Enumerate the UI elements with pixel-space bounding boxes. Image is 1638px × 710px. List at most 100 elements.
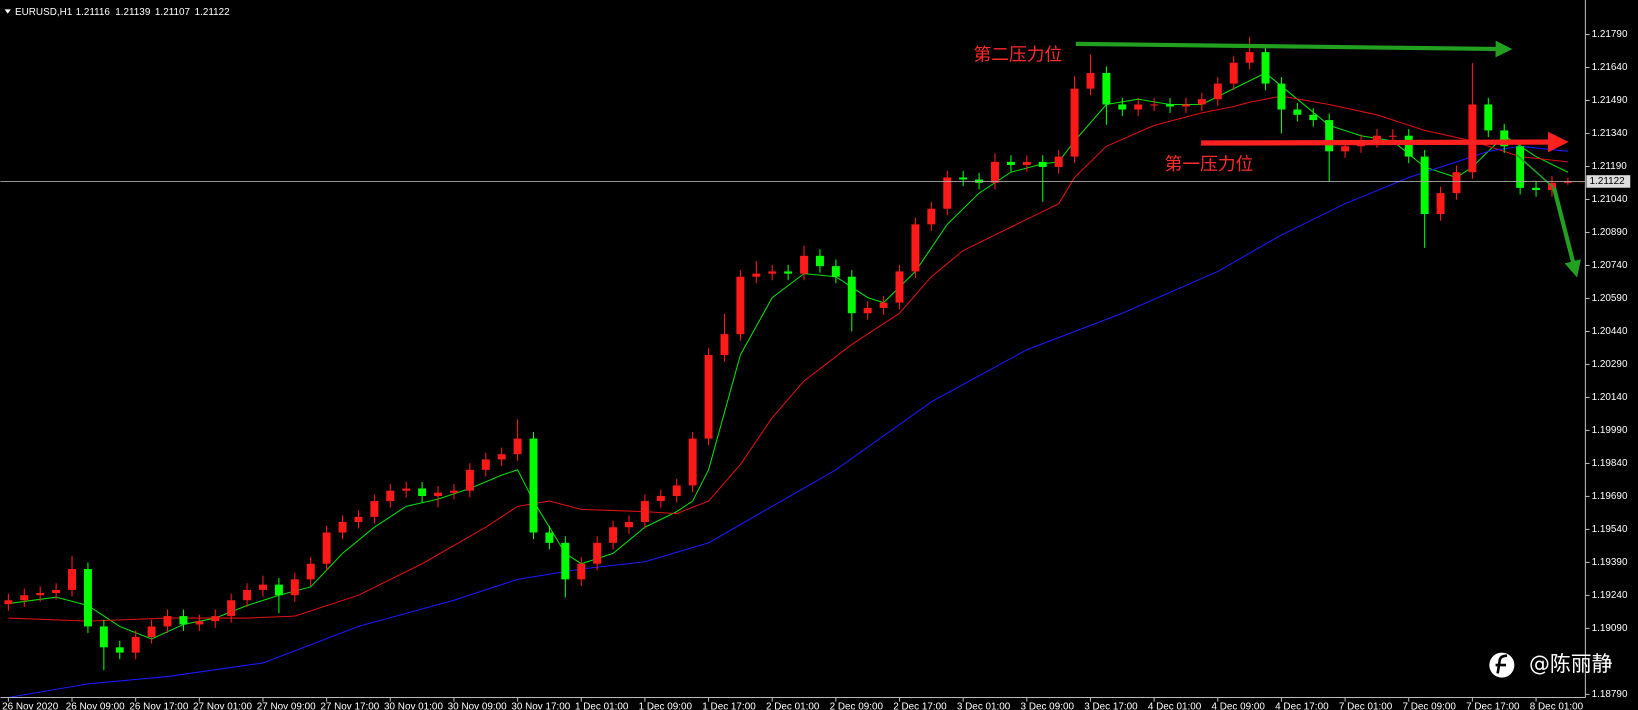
candle-body — [434, 492, 443, 496]
x-tick-label: 26 Nov 09:00 — [66, 701, 125, 710]
arrow — [1515, 153, 1555, 189]
candle-body — [1500, 130, 1509, 147]
y-tick-label: 1.19840 — [1592, 458, 1628, 469]
candle-body — [959, 177, 968, 180]
candle-body — [449, 490, 458, 493]
x-tick-label: 30 Nov 09:00 — [448, 701, 507, 710]
candle-body — [927, 208, 936, 225]
candle-body — [1420, 156, 1429, 215]
arrow — [1552, 187, 1581, 278]
candle-body — [800, 255, 809, 274]
candle-body — [1452, 172, 1461, 194]
candle-body — [784, 271, 793, 274]
x-tick-label: 7 Dec 17:00 — [1466, 701, 1520, 710]
y-tick-label: 1.21190 — [1592, 161, 1628, 172]
candle-body — [1134, 104, 1143, 110]
candle-body — [1197, 99, 1206, 105]
candle-body — [402, 488, 411, 491]
x-tick-label: 27 Nov 01:00 — [193, 701, 252, 710]
x-tick-label: 2 Dec 09:00 — [830, 701, 884, 710]
candle-body — [259, 584, 267, 590]
candle-body — [1516, 146, 1525, 188]
candle-body — [1404, 135, 1413, 157]
candle-body — [465, 469, 474, 491]
candle-body — [1468, 104, 1477, 173]
y-tick-label: 1.20740 — [1592, 260, 1628, 271]
x-tick-label: 27 Nov 09:00 — [257, 701, 316, 710]
x-tick-label: 8 Dec 01:00 — [1530, 701, 1584, 710]
y-tick-label: 1.18790 — [1592, 689, 1628, 700]
candle-body — [354, 516, 363, 522]
candle-body — [179, 616, 188, 625]
candle-body — [147, 626, 156, 637]
candle-body — [370, 501, 379, 517]
x-tick-label: 1 Dec 01:00 — [575, 701, 629, 710]
candle-body — [1054, 156, 1063, 167]
x-tick-label: 4 Dec 01:00 — [1148, 701, 1202, 710]
candle-body — [704, 355, 713, 439]
arrow — [1201, 131, 1569, 153]
candle-body — [656, 495, 665, 502]
x-tick-label: 4 Dec 17:00 — [1275, 701, 1329, 710]
watermark: @陈丽静 — [1529, 652, 1613, 676]
candle-body — [99, 626, 108, 648]
candle-body — [752, 273, 761, 277]
candle-body — [338, 521, 347, 533]
candle-body — [1229, 62, 1238, 84]
candle-body — [529, 438, 538, 533]
annotation: 第一压力位 — [1165, 154, 1254, 175]
y-tick-label: 1.21040 — [1592, 194, 1628, 205]
y-tick-label: 1.19540 — [1592, 524, 1628, 535]
candle-body — [68, 569, 77, 590]
y-tick-label: 1.19240 — [1592, 590, 1628, 601]
candle-body — [1484, 104, 1493, 131]
candle-body — [1118, 104, 1127, 110]
candle-body — [163, 616, 172, 627]
candle-body — [863, 307, 872, 314]
candle-body — [20, 595, 29, 601]
header-value: 1.21107 — [155, 7, 191, 18]
candle-body — [1309, 114, 1318, 121]
candle-body — [688, 438, 697, 486]
candle-body — [1022, 161, 1031, 165]
x-tick-label: 26 Nov 2020 — [2, 701, 59, 710]
candle-body — [1436, 193, 1445, 215]
candle-body — [306, 563, 315, 580]
candle-body — [879, 302, 888, 308]
y-tick-label: 1.19990 — [1592, 425, 1628, 436]
candle-body — [1388, 135, 1397, 137]
watermark-logo — [1495, 654, 1508, 674]
moving-average — [8, 145, 1568, 698]
candle-body — [115, 647, 124, 653]
candle-body — [609, 527, 618, 543]
current-price-label: 1.21122 — [1590, 176, 1626, 187]
x-tick-label: 26 Nov 17:00 — [129, 701, 188, 710]
candle-body — [481, 459, 490, 470]
candle-body — [1372, 135, 1381, 141]
candle-body — [4, 600, 13, 605]
candle-body — [195, 621, 204, 625]
x-tick-label: 30 Nov 17:00 — [511, 701, 570, 710]
x-tick-label: 1 Dec 09:00 — [639, 701, 693, 710]
candle-body — [1150, 104, 1159, 106]
x-tick-label: 2 Dec 01:00 — [766, 701, 820, 710]
x-tick-label: 7 Dec 09:00 — [1402, 701, 1456, 710]
candle-body — [1245, 52, 1254, 63]
candle-body — [36, 592, 45, 596]
candle-body — [911, 224, 920, 272]
x-tick-label: 2 Dec 17:00 — [893, 701, 947, 710]
candle-body — [736, 276, 745, 335]
candle-body — [895, 271, 904, 303]
x-tick-label: 30 Nov 01:00 — [384, 701, 443, 710]
candle-body — [1277, 83, 1286, 110]
candle-body — [1261, 52, 1270, 84]
candle-body — [1563, 181, 1572, 183]
candle-body — [625, 521, 633, 528]
y-tick-label: 1.21490 — [1592, 95, 1628, 106]
header-value: 1.21116 — [76, 7, 111, 18]
y-tick-label: 1.20140 — [1592, 392, 1628, 403]
candle-body — [1086, 73, 1095, 89]
x-tick-label: 27 Nov 17:00 — [320, 701, 379, 710]
candle-body — [815, 255, 824, 267]
